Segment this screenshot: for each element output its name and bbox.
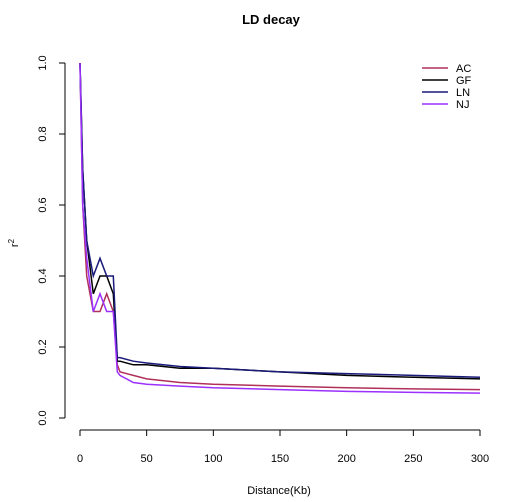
chart-title: LD decay [242,12,301,27]
x-tick-label-4: 200 [337,453,355,465]
y-tick-label-5: 1.0 [37,55,49,70]
x-tick-label-5: 250 [404,453,422,465]
y-axis-label: r2 [7,238,21,247]
series-line-nj [79,62,481,394]
x-tick-label-6: 300 [471,453,489,465]
x-tick-label-1: 50 [141,453,153,465]
x-axis-label: Distance(Kb) [247,485,311,497]
y-tick-label-3: 0.6 [37,197,49,212]
y-axis-label-superscript: 2 [7,238,16,243]
x-axis-ticks: 0 50 100 150 200 250 300 [77,430,489,465]
series-line-ln [79,62,481,378]
x-tick-label-2: 100 [204,453,222,465]
y-axis-label-main: r [9,243,21,247]
plot-area [79,62,481,394]
y-tick-label-1: 0.2 [37,339,49,354]
series-line-ac [79,62,481,391]
y-tick-label-0: 0.0 [37,410,49,425]
legend-label-gf: GF [456,75,472,87]
x-tick-label-3: 150 [271,453,289,465]
legend-label-nj: NJ [456,99,469,111]
legend-label-ln: LN [456,87,470,99]
y-axis-ticks: 0.0 0.2 0.4 0.6 0.8 1.0 [37,55,65,426]
series-line-gf [79,62,481,380]
legend-label-ac: AC [456,63,471,75]
y-tick-label-4: 0.8 [37,126,49,141]
y-tick-label-2: 0.4 [37,268,49,283]
x-tick-label-0: 0 [77,453,83,465]
